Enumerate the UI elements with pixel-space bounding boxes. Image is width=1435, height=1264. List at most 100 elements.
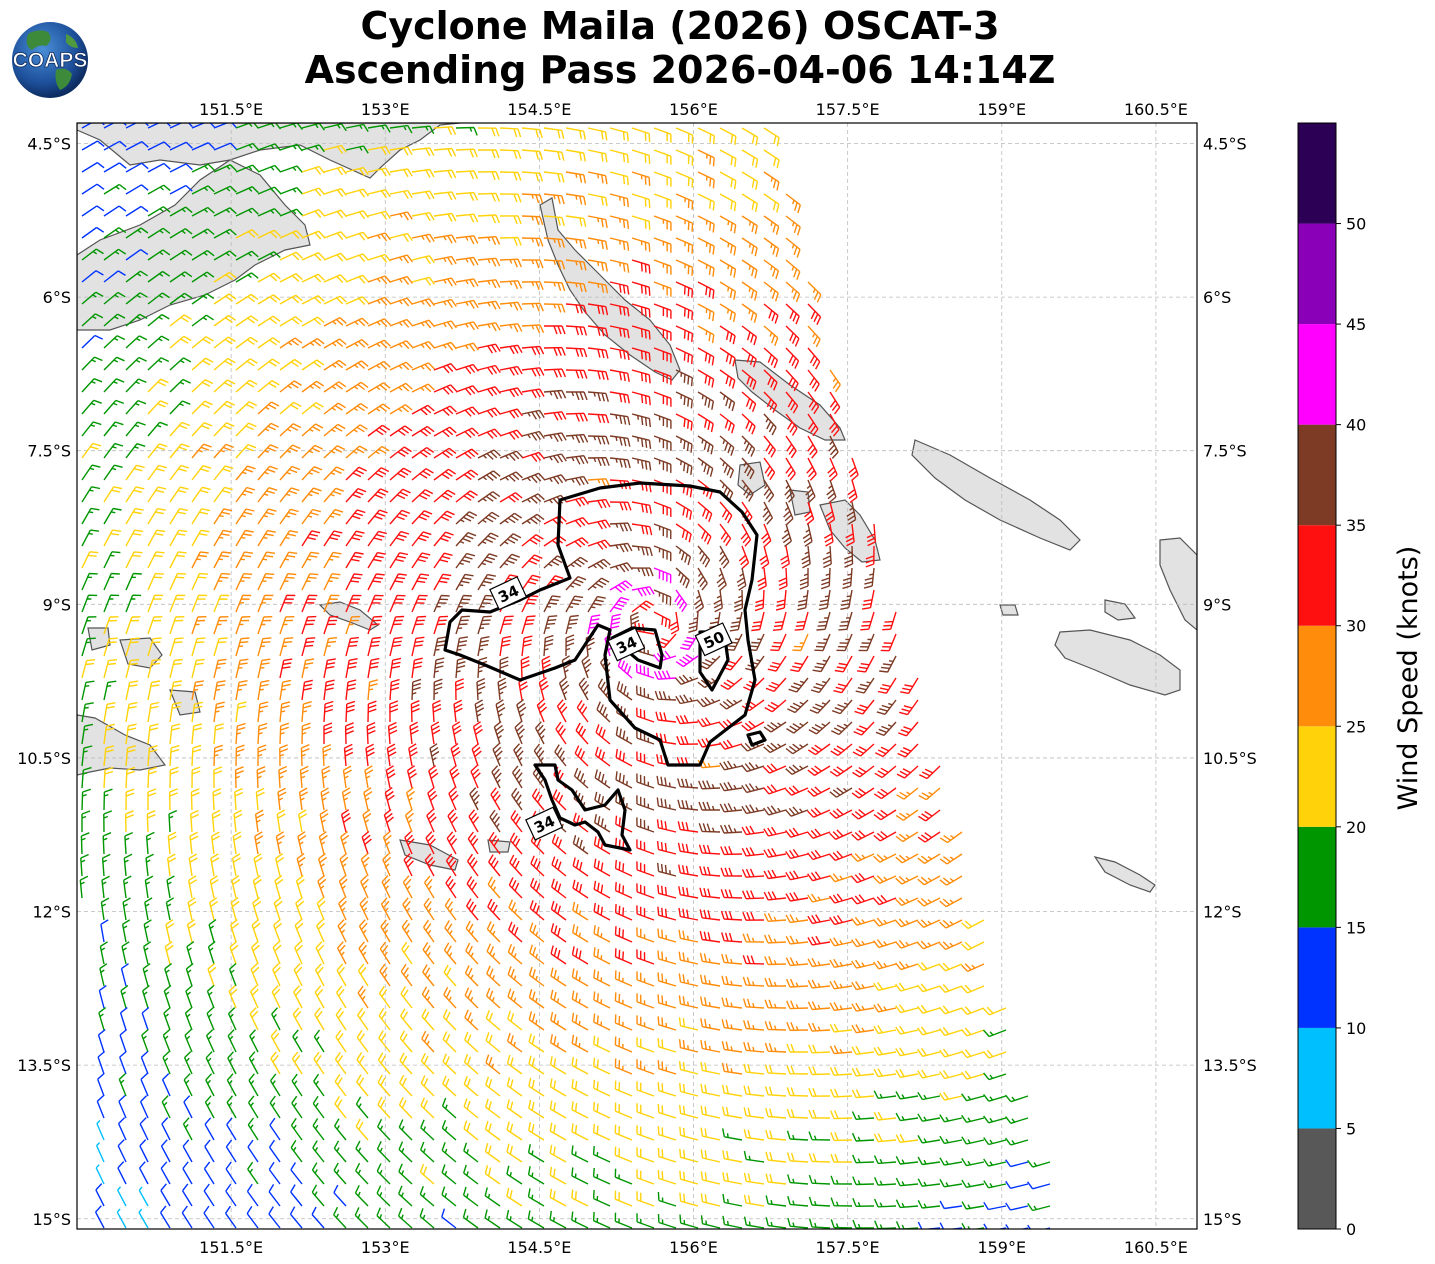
wind-barb-672 xyxy=(587,539,612,550)
wind-barb-1204 xyxy=(361,830,372,855)
wind-barb-918 xyxy=(191,680,204,701)
wind-barb-1827 xyxy=(268,1161,281,1185)
wind-barb-1841 xyxy=(571,1167,589,1185)
wind-barb-1297 xyxy=(593,880,611,899)
wind-barb-205 xyxy=(301,252,325,261)
wind-barb-520 xyxy=(433,447,457,459)
wind-barb-213 xyxy=(477,257,501,267)
wind-barb-1027 xyxy=(852,743,875,757)
wind-barb-717 xyxy=(757,567,767,591)
wind-barb-312 xyxy=(433,320,457,330)
wind-barb-985 xyxy=(786,721,809,734)
wind-barb-269 xyxy=(235,293,259,305)
wind-barb-1656 xyxy=(313,1073,325,1097)
contour-label-box-3 xyxy=(525,806,564,841)
wind-barb-975 xyxy=(576,700,589,723)
wind-barb-1407 xyxy=(336,941,347,965)
wind-barb-631 xyxy=(499,512,522,525)
wind-barb-897 xyxy=(581,654,592,679)
wind-barb-683 xyxy=(822,545,832,569)
wind-barb-1333 xyxy=(508,899,523,921)
wind-barb-1455 xyxy=(486,965,501,987)
wind-barb-1769 xyxy=(895,1133,919,1143)
wind-barb-216 xyxy=(543,259,566,270)
wind-barb-379 xyxy=(411,362,435,372)
wind-barb-1868 xyxy=(203,1183,215,1207)
wind-barb-925 xyxy=(345,679,357,701)
wind-barb-51 xyxy=(499,149,522,160)
wind-barb-109 xyxy=(367,189,391,199)
wind-barb-1443 xyxy=(228,962,237,987)
wind-barb-664 xyxy=(411,531,432,547)
wind-barb-273 xyxy=(323,295,347,305)
wind-barb-1187 xyxy=(873,830,897,842)
wind-barb-5 xyxy=(191,123,216,129)
wind-barb-247 xyxy=(499,280,523,290)
wind-barb-1185 xyxy=(829,829,853,840)
wind-barb-835 xyxy=(880,633,897,652)
wind-barb-1539 xyxy=(507,1010,523,1031)
wind-barb-1492 xyxy=(400,986,413,1009)
wind-barb-919 xyxy=(213,680,226,701)
wind-barb-1871 xyxy=(268,1184,281,1207)
wind-barb-1355 xyxy=(100,919,109,943)
wind-barb-226 xyxy=(763,259,780,280)
wind-barb-1077 xyxy=(234,766,244,789)
wind-barb-238 xyxy=(301,273,325,283)
wind-barb-1531 xyxy=(335,1007,347,1031)
wind-barb-480 xyxy=(323,423,346,437)
wind-barb-615 xyxy=(147,507,166,525)
wind-barb-856 xyxy=(521,635,533,657)
wind-barb-526 xyxy=(565,455,589,465)
wind-barb-1345 xyxy=(763,913,787,922)
wind-barb-1460 xyxy=(593,969,611,987)
wind-barb-1141 xyxy=(741,804,765,815)
wind-barb-1844 xyxy=(636,1169,655,1185)
wind-barb-203 xyxy=(257,251,281,261)
lon-tick-bottom-0: 151.5°E xyxy=(199,1238,263,1257)
wind-barb-1528 xyxy=(271,1007,281,1031)
wind-barb-710 xyxy=(609,562,633,573)
wind-barb-1428 xyxy=(785,957,809,967)
wind-barb-851 xyxy=(411,636,425,657)
wind-barb-16 xyxy=(433,126,457,136)
wind-barb-886 xyxy=(345,658,358,679)
wind-barb-1152 xyxy=(124,810,134,833)
wind-barb-1430 xyxy=(829,958,853,968)
wind-barb-1603 xyxy=(982,1049,1007,1059)
wind-barb-1924 xyxy=(462,1208,479,1229)
wind-barb-1532 xyxy=(357,1007,369,1031)
wind-barb-460 xyxy=(653,413,672,429)
wind-barb-1873 xyxy=(311,1184,325,1207)
wind-barb-400 xyxy=(103,378,125,393)
wind-barb-1272 xyxy=(939,875,963,886)
wind-barb-1725 xyxy=(873,1111,897,1121)
wind-barb-1819 xyxy=(95,1164,105,1185)
wind-barb-931 xyxy=(476,677,486,701)
wind-barb-1367 xyxy=(358,919,369,943)
wind-barb-1034 xyxy=(169,744,180,767)
wind-barb-1866 xyxy=(160,1183,171,1207)
wind-barb-9 xyxy=(279,123,303,131)
wind-barb-812 xyxy=(389,615,405,635)
wind-barb-72 xyxy=(257,164,282,173)
wind-barb-711 xyxy=(631,567,654,577)
wind-barb-1402 xyxy=(229,940,239,965)
wind-barb-511 xyxy=(235,443,257,459)
wind-barb-12 xyxy=(345,123,369,132)
wind-barb-1207 xyxy=(425,831,436,855)
wind-barb-541 xyxy=(103,464,123,481)
wind-barb-266 xyxy=(169,292,193,305)
wind-barb-144 xyxy=(411,212,435,222)
wind-barb-1877 xyxy=(398,1185,413,1207)
wind-barb-170 xyxy=(257,229,281,239)
wind-barb-807 xyxy=(279,616,295,635)
wind-barb-296 xyxy=(81,313,104,327)
wind-barb-780 xyxy=(521,595,539,613)
wind-barb-922 xyxy=(279,679,292,701)
wind-barb-1458 xyxy=(550,967,567,987)
wind-barb-494 xyxy=(631,435,652,449)
wind-barb-1744 xyxy=(355,1118,369,1141)
wind-barb-59 xyxy=(675,149,694,166)
wind-barb-784 xyxy=(609,596,630,613)
